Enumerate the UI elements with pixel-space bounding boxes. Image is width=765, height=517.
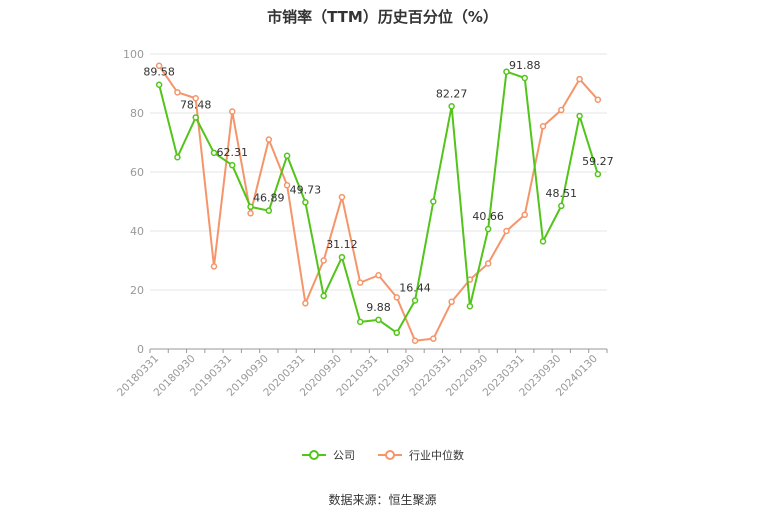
series-line-company [158, 70, 599, 334]
data-point-industry [210, 263, 218, 270]
data-point-industry [594, 96, 602, 103]
data-point-company [430, 198, 437, 205]
data-label: 46.89 [253, 192, 285, 205]
data-point-company [484, 225, 492, 233]
data-point-company [594, 170, 602, 178]
y-tick-label: 60 [130, 166, 144, 179]
data-point-industry [283, 182, 291, 189]
data-point-industry [174, 89, 181, 96]
data-point-company [576, 112, 583, 120]
data-point-industry [411, 337, 419, 344]
data-point-company [192, 114, 199, 121]
data-point-industry [448, 298, 455, 306]
data-point-industry [229, 108, 236, 115]
data-label: 91.88 [509, 59, 541, 72]
data-point-industry [430, 335, 437, 342]
chart-title: 市销率（TTM）历史百分位（%） [267, 8, 498, 26]
legend-item-industry[interactable]: 行业中位数 [377, 447, 464, 463]
y-tick-label: 40 [130, 225, 144, 238]
y-tick-label: 0 [137, 343, 144, 356]
legend-company-marker [302, 450, 326, 460]
data-point-company [229, 161, 236, 169]
data-label: 59.27 [582, 155, 614, 168]
data-point-industry [265, 136, 273, 143]
data-label: 78.48 [180, 98, 212, 111]
data-label: 31.12 [326, 238, 358, 251]
data-point-company [558, 202, 565, 210]
data-point-industry [521, 211, 528, 219]
y-tick-label: 80 [130, 107, 144, 120]
data-point-company [521, 74, 528, 82]
data-point-company [338, 253, 346, 261]
legend-company-label: 公司 [333, 449, 355, 462]
y-tick-label: 20 [130, 284, 144, 297]
data-point-company [448, 103, 455, 110]
data-point-industry [576, 75, 583, 83]
data-point-company [247, 203, 254, 211]
data-point-industry [155, 62, 163, 70]
data-label: 89.58 [143, 66, 175, 79]
data-point-company [283, 152, 291, 160]
data-label: 9.88 [366, 301, 391, 314]
data-point-company [411, 297, 419, 304]
legend: 公司 行业中位数 [0, 447, 765, 463]
data-label: 16.44 [399, 282, 431, 295]
data-label: 49.73 [290, 183, 322, 196]
y-tick-label: 100 [123, 48, 144, 61]
legend-industry-marker [378, 450, 402, 460]
data-point-industry [338, 193, 346, 201]
data-point-company [302, 199, 309, 206]
data-point-company [174, 154, 181, 161]
data-label: 48.51 [546, 187, 578, 200]
data-point-industry [393, 294, 401, 301]
data-point-company [356, 318, 364, 326]
data-point-industry [192, 95, 199, 102]
data-point-company [210, 149, 218, 157]
data-point-industry [558, 106, 565, 114]
data-point-company [503, 68, 510, 75]
data-point-company [393, 329, 401, 337]
data-point-company [155, 81, 163, 88]
legend-item-company[interactable]: 公司 [301, 447, 355, 463]
data-point-industry [539, 123, 547, 130]
data-label: 62.31 [217, 146, 249, 159]
data-point-industry [484, 260, 492, 267]
data-point-company [466, 302, 474, 310]
data-point-company [320, 292, 327, 300]
series-line-industry [158, 65, 599, 342]
data-source: 数据来源：恒生聚源 [328, 493, 437, 507]
data-point-industry [302, 300, 309, 307]
data-label: 40.66 [472, 210, 504, 223]
data-label: 82.27 [436, 87, 468, 100]
data-point-industry [503, 227, 510, 235]
data-point-company [265, 207, 273, 214]
line-chart: 0204060801002018033120180930201903312019… [115, 48, 614, 399]
legend-industry-label: 行业中位数 [409, 449, 464, 462]
data-point-industry [247, 210, 254, 217]
data-point-company [375, 316, 382, 324]
data-point-industry [375, 272, 382, 279]
data-point-company [539, 238, 547, 245]
data-point-industry [356, 279, 364, 286]
data-point-industry [320, 257, 327, 264]
